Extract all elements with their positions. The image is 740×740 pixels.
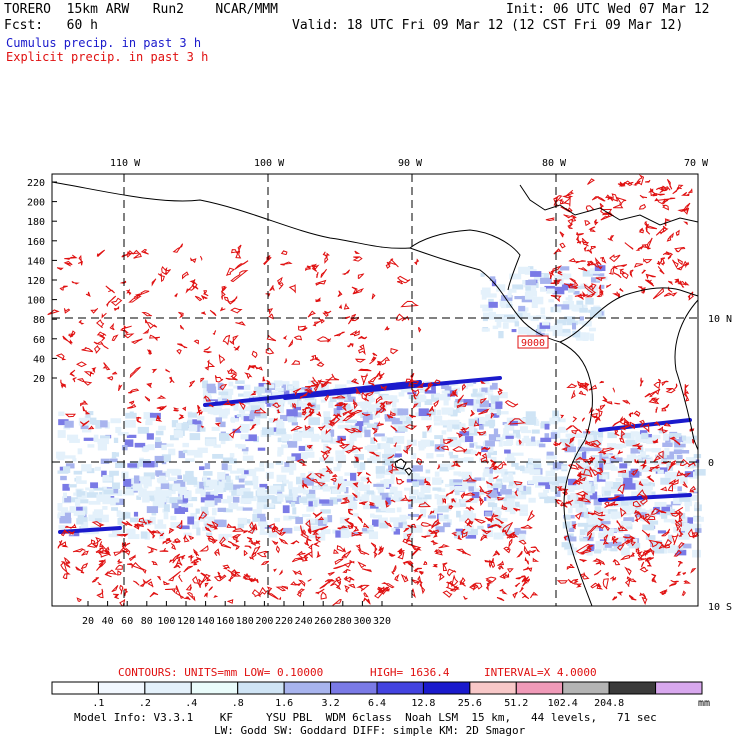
colorbar-swatch xyxy=(330,681,378,695)
y-tick-label: 20 xyxy=(33,374,45,385)
y-tick-label: 160 xyxy=(27,237,45,248)
x-tick-label: 20 xyxy=(82,616,94,627)
colorbar-swatch xyxy=(655,681,703,695)
colorbar: .1 .2 .4 .8 1.6 3.2 6.4 12.8 25.6 51.2 102.4 204.8 xyxy=(51,681,703,709)
lon-label: 90 W xyxy=(398,158,423,169)
contours-high: HIGH= 1636.4 xyxy=(370,666,450,679)
x-tick-label: 320 xyxy=(373,616,391,627)
y-tick-label: 200 xyxy=(27,198,45,209)
x-tick-label: 220 xyxy=(275,616,293,627)
colorbar-swatch xyxy=(283,681,332,695)
colorbar-swatch xyxy=(237,681,285,695)
lat-label: 10 S xyxy=(708,602,732,613)
lon-label: 100 W xyxy=(254,158,285,169)
x-tick-label: 200 xyxy=(255,616,273,627)
lat-lon-grid xyxy=(52,174,698,606)
colorbar-swatch xyxy=(51,681,99,695)
y-tick-label: 60 xyxy=(33,335,45,346)
colorbar-swatch xyxy=(562,681,610,695)
y-tick-label: 220 xyxy=(27,178,45,189)
contours-info: CONTOURS: UNITS=mm LOW= 0.10000 xyxy=(118,666,323,679)
colorbar-label: .2 xyxy=(139,698,151,709)
y-tick-label: 40 xyxy=(33,354,45,365)
max-label: 9000 xyxy=(521,338,545,349)
colorbar-units: mm xyxy=(698,698,710,709)
colorbar-label: 204.8 xyxy=(594,698,624,709)
y-tick-label: 140 xyxy=(27,256,45,267)
y-tick-label: 80 xyxy=(33,315,45,326)
lat-label: 0 xyxy=(708,458,714,469)
explicit-legend: Explicit precip. in past 3 h xyxy=(6,50,209,64)
x-tick-label: 100 xyxy=(157,616,175,627)
colorbar-label: 51.2 xyxy=(504,698,528,709)
colorbar-swatch xyxy=(190,681,239,695)
model-title: TORERO 15km ARW Run2 NCAR/MMM xyxy=(4,2,278,17)
y-tick-label: 180 xyxy=(27,217,45,228)
map-frame xyxy=(51,173,699,607)
colorbar-swatch xyxy=(376,681,424,695)
colorbar-label: .1 xyxy=(92,698,104,709)
x-tick-label: 180 xyxy=(236,616,254,627)
lon-label: 110 W xyxy=(110,158,141,169)
x-tick-label: 40 xyxy=(102,616,114,627)
colorbar-label: 1.6 xyxy=(275,698,293,709)
colorbar-swatch xyxy=(515,681,564,695)
colorbar-swatch xyxy=(144,681,192,695)
colorbar-label: .4 xyxy=(185,698,197,709)
colorbar-swatch xyxy=(469,681,517,695)
x-tick-label: 260 xyxy=(314,616,332,627)
colorbar-label: 25.6 xyxy=(458,698,482,709)
colorbar-label: 102.4 xyxy=(548,698,578,709)
explicit-precip-contours xyxy=(47,174,700,607)
x-tick-label: 140 xyxy=(197,616,215,627)
lat-label: 10 N xyxy=(708,314,732,325)
cumulus-legend: Cumulus precip. in past 3 h xyxy=(6,36,202,50)
x-tick-label: 300 xyxy=(353,616,371,627)
contours-interval: INTERVAL=X 4.0000 xyxy=(484,666,597,679)
colorbar-swatch xyxy=(422,681,471,695)
coastline xyxy=(51,181,699,607)
valid-time: Valid: 18 UTC Fri 09 Mar 12 (12 CST Fri … xyxy=(292,18,684,33)
lon-label: 70 W xyxy=(684,158,709,169)
y-tick-label: 120 xyxy=(27,276,45,287)
colorbar-label: .8 xyxy=(232,698,244,709)
x-tick-label: 160 xyxy=(216,616,234,627)
lon-label: 80 W xyxy=(542,158,567,169)
physics-info: LW: Godd SW: Goddard DIFF: simple KM: 2D… xyxy=(214,724,526,737)
colorbar-swatch xyxy=(608,681,657,695)
x-tick-label: 280 xyxy=(334,616,352,627)
colorbar-swatch xyxy=(97,681,146,695)
y-tick-label: 100 xyxy=(27,296,45,307)
colorbar-label: 3.2 xyxy=(322,698,340,709)
max-box xyxy=(517,335,549,349)
x-tick-label: 120 xyxy=(177,616,195,627)
colorbar-label: 12.8 xyxy=(411,698,435,709)
forecast-hour: Fcst: 60 h xyxy=(4,18,98,33)
init-time: Init: 06 UTC Wed 07 Mar 12 xyxy=(506,2,710,17)
x-tick-label: 80 xyxy=(141,616,153,627)
x-tick-label: 240 xyxy=(295,616,313,627)
x-tick-label: 60 xyxy=(121,616,133,627)
model-info: Model Info: V3.3.1 KF YSU PBL WDM 6class… xyxy=(74,711,657,724)
colorbar-label: 6.4 xyxy=(368,698,386,709)
